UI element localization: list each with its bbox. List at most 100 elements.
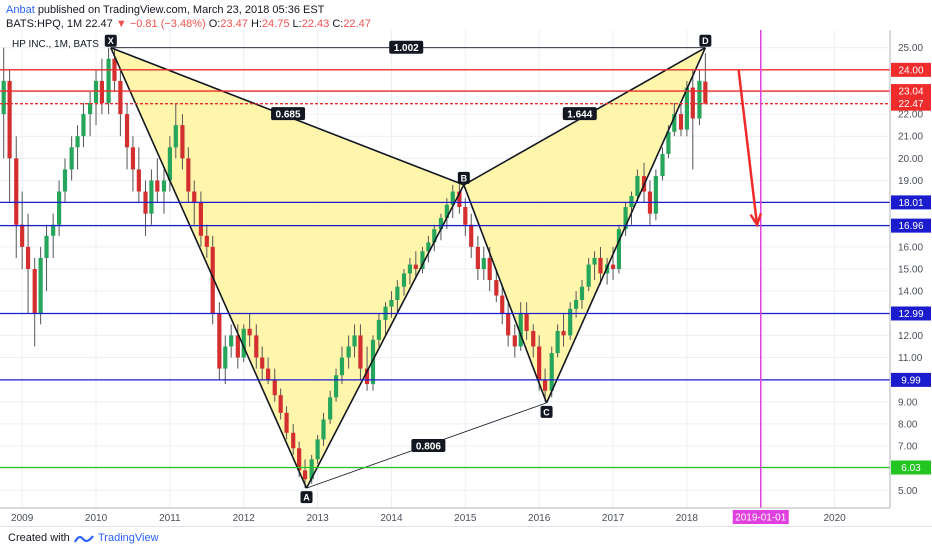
- candle-body: [494, 280, 499, 296]
- candle: [598, 246, 603, 285]
- candle-body: [438, 218, 444, 230]
- candle-body: [506, 313, 511, 336]
- pattern-point-label: C: [540, 405, 553, 418]
- candle: [210, 235, 215, 325]
- candle: [463, 198, 468, 236]
- xab-triangle: [110, 47, 464, 489]
- price-chart[interactable]: 1.002 0.685 1.644 0.806 X A B C D 2019-01-01 5.0…: [0, 0, 932, 526]
- candle: [635, 169, 640, 203]
- candle: [155, 158, 160, 203]
- candle: [272, 368, 277, 402]
- candle-body: [561, 330, 566, 336]
- level-price-label: 16.96: [891, 218, 931, 233]
- candle: [352, 324, 357, 358]
- candle: [579, 280, 585, 309]
- candle-body: [62, 169, 68, 192]
- level-label-bg: [891, 195, 931, 210]
- level-label-text: 18.01: [898, 198, 923, 209]
- candle-body: [524, 313, 529, 331]
- candle: [260, 346, 265, 380]
- candle: [616, 224, 622, 274]
- pattern-ratio-label: 0.806: [411, 439, 446, 453]
- candle: [481, 246, 486, 281]
- candle-body: [69, 147, 74, 170]
- candle-body: [229, 335, 234, 347]
- candle: [62, 158, 68, 203]
- candle: [426, 235, 431, 263]
- candle-body: [309, 459, 314, 480]
- candle: [672, 103, 677, 137]
- candle: [413, 251, 418, 278]
- open-value: 23.47: [220, 18, 248, 30]
- candle: [223, 335, 228, 385]
- level-label-bg: [891, 96, 931, 111]
- low-value: 22.43: [301, 18, 330, 30]
- candle: [339, 346, 345, 385]
- candle: [358, 324, 363, 380]
- candle: [407, 257, 413, 285]
- candle-body: [426, 242, 431, 252]
- candle: [450, 184, 455, 219]
- author-link[interactable]: Anbat: [6, 4, 35, 16]
- candle-body: [678, 114, 684, 130]
- level-price-label: 22.47: [891, 96, 931, 111]
- candle: [88, 91, 93, 137]
- candle: [51, 213, 56, 258]
- point-label-text: C: [543, 407, 550, 417]
- candle-body: [321, 419, 326, 440]
- candle-body: [223, 346, 228, 369]
- y-tick-label: 25.00: [898, 43, 923, 54]
- candle-body: [586, 264, 591, 287]
- candle: [420, 246, 425, 274]
- candle-body: [81, 114, 86, 137]
- chart-legend: HP INC., 1M, BATS: [12, 39, 99, 50]
- pattern-point-label: D: [699, 34, 712, 47]
- candle: [457, 180, 462, 214]
- tradingview-brand[interactable]: TradingView: [98, 532, 159, 544]
- candle-body: [204, 235, 209, 247]
- tradingview-logo-icon: [74, 535, 94, 543]
- ratio-label-bg: [389, 40, 424, 54]
- level-label-bg: [891, 306, 931, 321]
- candle-body: [136, 169, 141, 192]
- high-label: H:: [250, 18, 262, 30]
- x-tick-label: 2009: [11, 513, 34, 524]
- candle-body: [44, 235, 49, 258]
- candle: [180, 114, 185, 170]
- candle-body: [297, 448, 302, 471]
- candle: [25, 213, 31, 314]
- candle: [241, 324, 246, 362]
- candle: [247, 313, 252, 347]
- ratio-label-bg: [411, 439, 446, 453]
- y-tick-label: 16.00: [898, 242, 923, 253]
- price-change: −0.81 (−3.48%): [129, 18, 206, 30]
- pattern-ratio-label: 1.644: [562, 107, 597, 121]
- candle: [401, 269, 407, 296]
- y-tick-label: 5.00: [898, 486, 918, 497]
- candle-body: [106, 58, 111, 104]
- candle-body: [598, 257, 603, 274]
- candle-body: [364, 368, 370, 385]
- candle-body: [481, 257, 486, 269]
- candle: [143, 180, 148, 236]
- candle: [444, 198, 449, 230]
- x-tick-label: 2017: [602, 513, 625, 524]
- candle: [81, 103, 86, 148]
- pattern-ratio-label: 1.002: [389, 40, 424, 54]
- x-tick-label: 2010: [85, 513, 108, 524]
- candle-body: [697, 80, 702, 119]
- candle-body: [629, 195, 634, 208]
- candle: [118, 69, 123, 137]
- candle: [512, 324, 517, 358]
- candle: [149, 169, 154, 225]
- candle-body: [278, 395, 283, 413]
- candle: [555, 324, 560, 358]
- candle-body: [487, 257, 492, 281]
- candle: [506, 302, 511, 347]
- x-tick-label: 2013: [306, 513, 329, 524]
- candle: [204, 224, 209, 258]
- candle-body: [149, 180, 154, 214]
- candle-body: [358, 335, 363, 369]
- date-marker-bg: [732, 510, 789, 524]
- candle: [161, 169, 167, 214]
